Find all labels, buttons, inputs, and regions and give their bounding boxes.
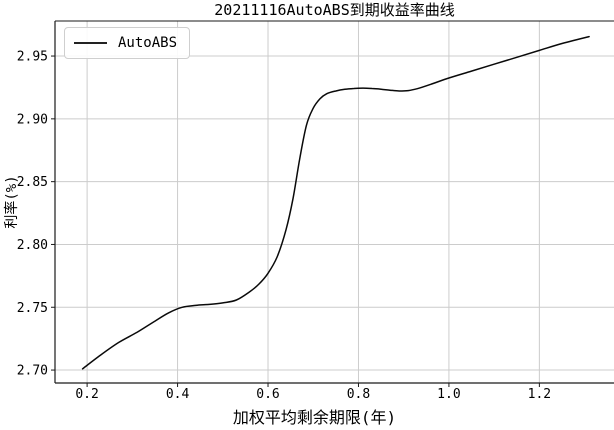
y-tick-label: 2.70 [17, 364, 48, 379]
y-tick-label: 2.80 [17, 238, 48, 253]
legend-line-sample-icon [74, 42, 107, 44]
x-tick-label: 0.2 [75, 387, 98, 402]
x-tick-label: 0.4 [166, 387, 190, 402]
y-tick-label: 2.85 [17, 175, 48, 190]
x-tick-label: 0.8 [347, 387, 370, 402]
chart-title: 20211116AutoABS到期收益率曲线 [214, 1, 455, 19]
y-tick-label: 2.75 [17, 301, 48, 316]
x-tick-label: 1.0 [437, 387, 460, 402]
x-tick-label: 0.6 [256, 387, 279, 402]
x-tick-label: 1.2 [528, 387, 551, 402]
legend-series-label: AutoABS [118, 35, 178, 51]
y-axis-label: 利率(%) [4, 175, 20, 229]
legend: AutoABS [64, 27, 190, 59]
y-tick-label: 2.90 [17, 112, 48, 127]
x-axis-label: 加权平均剩余期限(年) [232, 408, 397, 427]
y-tick-label: 2.95 [17, 50, 48, 65]
series-line-AutoABS [81, 35, 590, 370]
